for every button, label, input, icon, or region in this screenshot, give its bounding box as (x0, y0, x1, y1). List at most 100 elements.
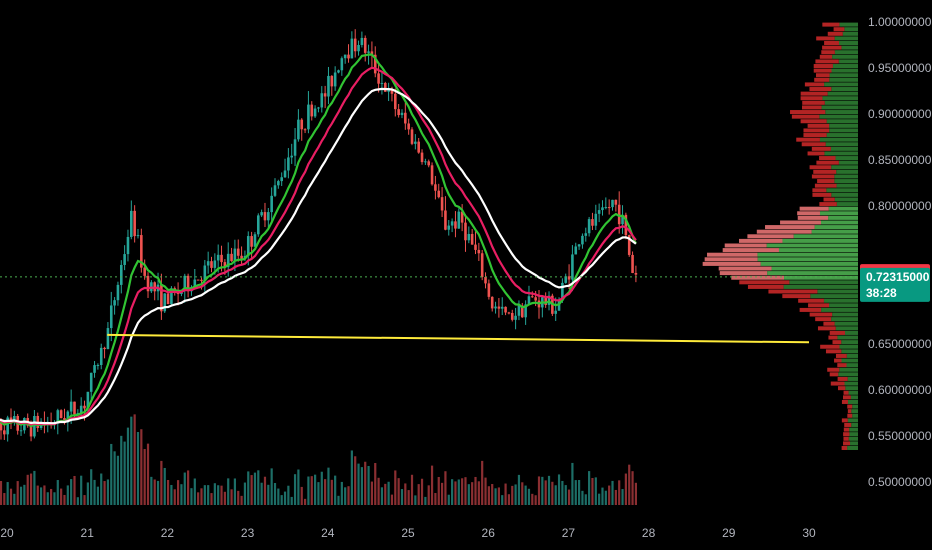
price-axis[interactable]: 1.00000000 0.95000000 0.90000000 0.85000000… (868, 15, 932, 489)
candle-body (454, 221, 457, 229)
profile-bar-buy (838, 372, 858, 377)
profile-bar-sell (812, 188, 827, 193)
profile-bar-buy (767, 271, 858, 276)
candle-body (270, 195, 273, 213)
volume-bar (567, 489, 571, 505)
profile-bar-buy (834, 36, 858, 41)
volume-bar (130, 416, 133, 505)
volume-bar (464, 477, 467, 505)
volume-bar (217, 485, 220, 505)
volume-bar (384, 483, 387, 505)
profile-bar-sell (822, 45, 842, 50)
profile-bar-buy (834, 321, 858, 326)
volume-bar (120, 435, 123, 505)
time-axis[interactable]: 20 21 22 23 24 25 26 27 28 29 30 (0, 526, 816, 540)
profile-bar-sell (843, 432, 850, 437)
volume-bar (544, 480, 547, 505)
profile-bar-sell (823, 197, 835, 202)
volume-bar (86, 482, 89, 505)
candle-body (360, 37, 364, 45)
candle-body (3, 430, 6, 435)
volume-bar (233, 478, 237, 505)
candle-body (246, 236, 250, 256)
volume-bar (591, 477, 594, 505)
profile-bar-buy (834, 179, 858, 184)
volume-bar (594, 477, 597, 505)
volume-bar (424, 496, 427, 505)
volume-bar (387, 481, 390, 505)
candle-body (464, 222, 467, 241)
candle-body (113, 300, 116, 306)
volume-bar (240, 495, 243, 505)
volume-bar (53, 492, 56, 505)
profile-bar-sell (765, 225, 815, 230)
profile-bar-buy (789, 280, 858, 285)
profile-bar-buy (831, 165, 858, 170)
candle-body (29, 425, 33, 437)
profile-bar-buy (828, 206, 858, 211)
profile-bar-sell (808, 303, 830, 308)
profile-bar-sell (807, 123, 830, 128)
candle-body (624, 214, 628, 236)
volume-bar (634, 482, 638, 505)
profile-bar-buy (831, 317, 858, 322)
volume-bar (397, 478, 400, 505)
volume-bar (350, 450, 353, 505)
volume-bar (340, 481, 343, 505)
profile-bar-sell (782, 294, 811, 299)
x-tick-label: 28 (642, 526, 656, 540)
candle-body (307, 104, 310, 130)
volume-bar (601, 487, 604, 505)
profile-bar-sell (829, 330, 845, 335)
candle-body (397, 109, 400, 116)
candle-body (186, 275, 190, 292)
volume-bar (531, 493, 534, 505)
profile-bar-sell (797, 215, 829, 220)
x-tick-label: 20 (0, 526, 14, 540)
volume-bar (534, 495, 537, 505)
candle-body (400, 112, 404, 116)
profile-bar-buy (810, 294, 858, 299)
trendline[interactable] (107, 333, 810, 344)
volume-bar (474, 476, 477, 505)
candle-body (611, 199, 614, 208)
volume-bar (260, 482, 263, 505)
volume-bar (347, 486, 350, 505)
profile-bar-sell (702, 261, 761, 266)
profile-bar-buy (849, 432, 858, 437)
volume-bar (307, 476, 310, 505)
candle-body (153, 282, 157, 292)
profile-bar-buy (834, 174, 858, 179)
profile-bar-sell (819, 54, 833, 59)
profile-bar-buy (835, 326, 858, 331)
profile-bar-sell (814, 183, 837, 188)
candle-body (103, 347, 106, 350)
volume-bar (631, 471, 634, 505)
volume-bar (180, 484, 183, 505)
candle-body (504, 306, 507, 313)
volume-bar (561, 480, 564, 505)
candle-body (260, 212, 263, 216)
volume-bar (76, 497, 79, 505)
profile-bar-sell (802, 100, 825, 105)
profile-bar-buy (847, 418, 858, 423)
y-tick-label: 0.55000000 (868, 429, 932, 443)
volume-bar (434, 493, 437, 505)
candle-body (377, 73, 380, 84)
profile-bar-sell (815, 317, 832, 322)
candle-body (303, 129, 307, 131)
volume-bar (103, 481, 106, 505)
volume-profile (702, 22, 858, 450)
volume-bar (33, 470, 36, 505)
volume-bar (461, 478, 464, 505)
profile-bar-buy (814, 225, 858, 230)
profile-bar-buy (832, 312, 858, 317)
candle-body (143, 267, 146, 276)
volume-bar (404, 483, 407, 505)
candle-body (200, 279, 203, 281)
profile-bar-sell (780, 220, 821, 225)
candle-body (263, 212, 267, 221)
candle-body (140, 235, 143, 268)
candle-body (283, 170, 287, 178)
